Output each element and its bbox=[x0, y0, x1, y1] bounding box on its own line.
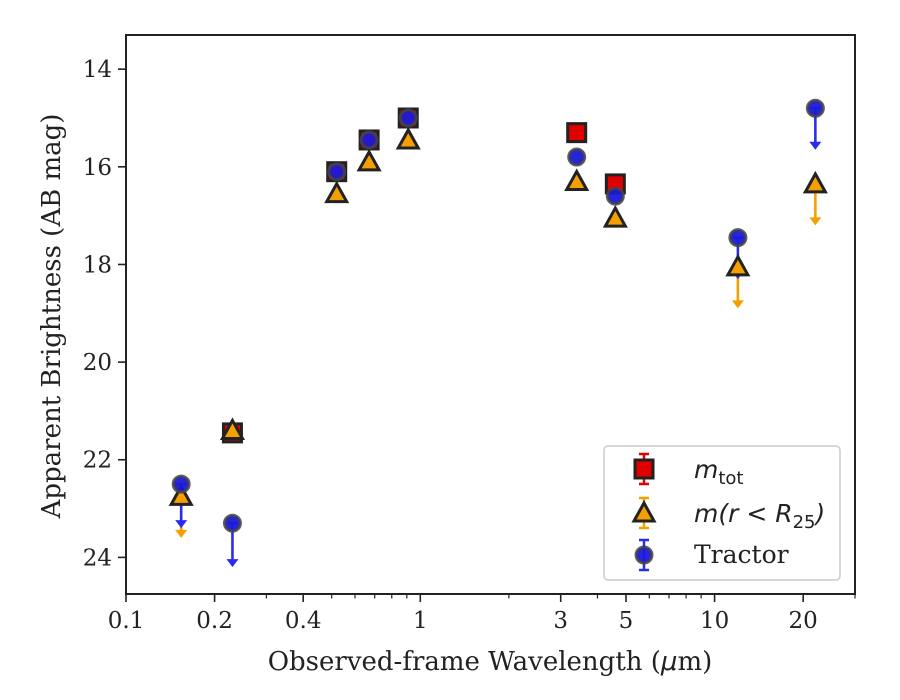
tractor-point bbox=[398, 108, 418, 128]
upper-limit-arrow-head bbox=[809, 217, 822, 226]
legend-marker bbox=[631, 499, 657, 523]
upper-limit-arrow-head bbox=[175, 520, 188, 529]
chart-marks bbox=[168, 98, 828, 568]
m-r25-point bbox=[802, 170, 828, 194]
tractor-point bbox=[171, 474, 191, 494]
x-tick-label: 3 bbox=[553, 608, 568, 634]
x-tick-label: 0.4 bbox=[285, 608, 322, 634]
y-axis: 14 16 18 20 22 24 bbox=[83, 57, 126, 571]
upper-limit-arrow-head bbox=[175, 529, 188, 538]
m-r25-point bbox=[168, 483, 194, 506]
m-r25-point bbox=[395, 126, 421, 150]
tractor-point bbox=[805, 98, 825, 118]
upper-limit-arrow-head bbox=[226, 559, 239, 568]
y-tick-label: 20 bbox=[83, 350, 112, 376]
y-tick-label: 16 bbox=[83, 155, 112, 181]
m-r25-point bbox=[356, 148, 382, 172]
mtot-point bbox=[566, 122, 588, 144]
x-tick-label: 20 bbox=[789, 608, 818, 634]
legend-label-tractor: Tractor bbox=[694, 540, 789, 569]
legend-markers bbox=[631, 452, 657, 572]
tractor-point bbox=[222, 513, 242, 533]
plot-frame bbox=[125, 34, 856, 595]
y-tick-label: 22 bbox=[83, 448, 112, 474]
x-tick-label: 0.2 bbox=[196, 608, 233, 634]
upper-limit-arrow-head bbox=[809, 141, 822, 150]
x-tick-label: 0.1 bbox=[108, 608, 145, 634]
tractor-point bbox=[327, 162, 347, 182]
legend: mtot m(r < R25) Tractor bbox=[603, 445, 841, 581]
legend-label-mtot: mtot bbox=[694, 455, 744, 489]
m-r25-point bbox=[219, 417, 246, 440]
upper-limit-arrow-head bbox=[731, 300, 744, 309]
x-axis-title: Observed-frame Wavelength (μm) bbox=[268, 647, 713, 677]
tractor-point bbox=[728, 228, 748, 248]
m-r25-point bbox=[602, 204, 628, 228]
x-tick-label: 5 bbox=[619, 608, 634, 634]
x-axis: 0.1 0.2 0.4 1 3 5 10 20 bbox=[108, 594, 856, 634]
tractor-point bbox=[567, 147, 587, 167]
m-r25-point bbox=[324, 180, 350, 204]
legend-box bbox=[603, 445, 841, 581]
y-axis-title: Apparent Brightness (AB mag) bbox=[37, 114, 67, 520]
x-tick-label: 10 bbox=[700, 608, 729, 634]
y-tick-label: 24 bbox=[83, 545, 112, 571]
tractor-point bbox=[605, 186, 625, 206]
tractor-point bbox=[359, 130, 379, 150]
y-tick-label: 14 bbox=[83, 57, 112, 83]
m-r25-point bbox=[564, 168, 590, 191]
legend-marker bbox=[633, 458, 655, 480]
y-tick-label: 18 bbox=[83, 252, 112, 278]
x-tick-label: 1 bbox=[413, 608, 428, 634]
legend-label-m-r25: m(r < R25) bbox=[694, 499, 825, 533]
m-r25-point bbox=[725, 253, 751, 277]
legend-marker bbox=[634, 545, 654, 565]
